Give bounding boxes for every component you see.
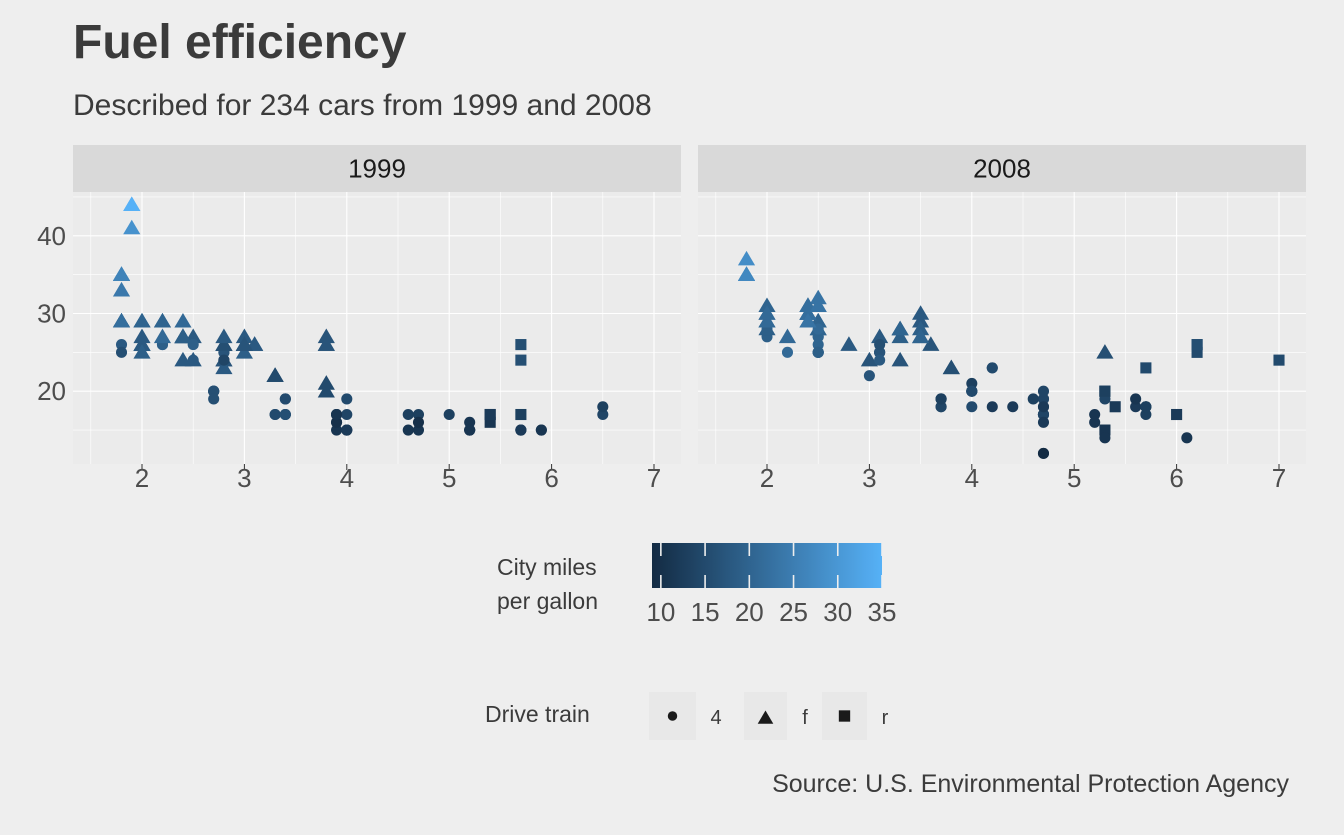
svg-text:15: 15 [691, 597, 720, 627]
svg-text:3: 3 [862, 463, 876, 493]
svg-text:5: 5 [442, 463, 456, 493]
svg-text:per gallon: per gallon [497, 588, 598, 614]
svg-text:20: 20 [735, 597, 764, 627]
svg-text:4: 4 [710, 707, 721, 729]
svg-text:Source: U.S. Environmental Pro: Source: U.S. Environmental Protection Ag… [772, 770, 1289, 798]
svg-text:City miles: City miles [497, 554, 597, 580]
svg-text:40: 40 [37, 221, 66, 251]
svg-text:25: 25 [779, 597, 808, 627]
svg-text:Drive train: Drive train [485, 701, 590, 727]
svg-text:30: 30 [823, 597, 852, 627]
svg-text:f: f [802, 707, 808, 729]
svg-text:6: 6 [1169, 463, 1183, 493]
svg-text:3: 3 [237, 463, 251, 493]
svg-text:2008: 2008 [973, 154, 1031, 184]
svg-text:Described for 234 cars from 19: Described for 234 cars from 1999 and 200… [73, 89, 652, 122]
svg-text:35: 35 [868, 597, 897, 627]
svg-text:r: r [882, 707, 889, 729]
svg-text:4: 4 [965, 463, 979, 493]
svg-text:4: 4 [340, 463, 354, 493]
svg-text:5: 5 [1067, 463, 1081, 493]
svg-text:20: 20 [37, 376, 66, 406]
svg-text:6: 6 [544, 463, 558, 493]
svg-text:10: 10 [646, 597, 675, 627]
svg-text:30: 30 [37, 299, 66, 329]
svg-text:1999: 1999 [348, 154, 406, 184]
svg-text:2: 2 [760, 463, 774, 493]
svg-text:7: 7 [1272, 463, 1286, 493]
svg-text:7: 7 [647, 463, 661, 493]
svg-text:Fuel efficiency: Fuel efficiency [73, 16, 407, 69]
svg-text:2: 2 [135, 463, 149, 493]
